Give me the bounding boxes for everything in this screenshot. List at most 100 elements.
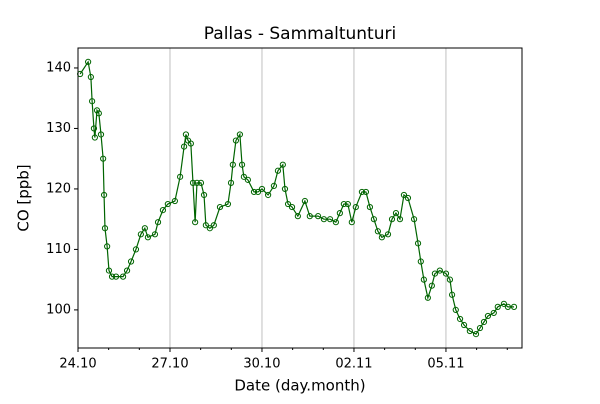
data-point (358, 188, 366, 196)
data-point (236, 131, 244, 138)
data-point (281, 185, 289, 193)
data-point (306, 213, 313, 220)
data-point (238, 161, 246, 168)
data-point (193, 179, 201, 186)
data-point (87, 73, 94, 81)
data-point (132, 246, 140, 253)
data-point (352, 203, 359, 211)
data-point (154, 219, 162, 226)
x-axis-label: Date (day.month) (234, 377, 365, 395)
data-point (171, 197, 178, 205)
data-point (192, 219, 199, 226)
data-point (336, 210, 343, 217)
chart-title: Pallas - Sammaltunturi (204, 24, 396, 44)
data-point (227, 179, 235, 186)
data-point (137, 231, 144, 238)
data-point (141, 225, 148, 232)
data-point (90, 125, 98, 132)
data-point (431, 270, 439, 277)
data-point (284, 200, 292, 208)
data-point (182, 131, 190, 138)
data-point (348, 219, 355, 226)
data-point (404, 194, 412, 202)
data-point (216, 203, 224, 211)
data-point (344, 200, 351, 208)
data-point (224, 200, 232, 208)
data-point (340, 200, 347, 208)
data-point (244, 176, 251, 183)
data-point (187, 140, 194, 147)
x-tick-label: 30.10 (243, 357, 280, 372)
data-point (240, 173, 247, 180)
data-point (279, 161, 286, 168)
data-point (436, 267, 443, 274)
data-point (164, 200, 171, 208)
data-point (250, 188, 258, 196)
data-point (366, 203, 374, 211)
plot-frame (77, 47, 523, 349)
data-point (202, 222, 209, 229)
data-point (374, 228, 381, 235)
data-point (254, 188, 262, 196)
data-point (448, 291, 456, 298)
data-point (85, 58, 92, 66)
data-point (91, 134, 98, 141)
data-point (370, 216, 377, 223)
data-point (119, 273, 127, 280)
x-tick-label: 24.10 (59, 357, 96, 372)
data-point (112, 273, 120, 280)
data-point (460, 321, 468, 329)
data-point (189, 179, 197, 186)
y-axis-label: CO [ppb] (15, 164, 33, 231)
data-point (424, 294, 431, 301)
data-point (494, 303, 501, 310)
data-point (384, 231, 392, 238)
data-point (108, 273, 116, 280)
data-point (332, 219, 339, 226)
data-point (104, 243, 111, 250)
data-point (388, 216, 396, 223)
data-point (320, 216, 328, 223)
data-point (210, 222, 217, 229)
x-tick-label: 27.10 (151, 357, 188, 372)
data-point (326, 216, 334, 223)
data-point (89, 98, 96, 105)
x-tick-label: 02.11 (335, 357, 372, 372)
data-point (442, 270, 450, 277)
data-point (270, 182, 278, 190)
data-point (265, 191, 272, 199)
x-tick-label: 05.11 (427, 357, 464, 372)
data-point (446, 276, 454, 283)
data-point (396, 216, 404, 223)
data-point (200, 191, 208, 199)
y-tick-label: 100 (46, 302, 71, 317)
y-tick-label: 120 (46, 181, 71, 196)
data-point (127, 258, 135, 265)
y-tick-label: 140 (46, 60, 71, 75)
data-point (414, 240, 422, 247)
data-point (258, 185, 266, 193)
data-point (159, 206, 167, 214)
data-point (180, 143, 188, 150)
data-point (410, 216, 418, 223)
data-point (95, 110, 102, 117)
data-point (510, 303, 518, 310)
data-point (232, 137, 240, 144)
data-point (123, 267, 131, 274)
y-tick-label: 130 (46, 121, 71, 136)
data-point (456, 315, 464, 323)
data-point (301, 197, 309, 205)
data-point (206, 225, 213, 232)
data-point (484, 312, 492, 320)
data-point (490, 309, 497, 317)
data-point (100, 191, 108, 199)
data-point (151, 231, 159, 238)
data-point (400, 191, 408, 199)
data-point (97, 131, 105, 138)
data-point (177, 173, 184, 180)
data-point (420, 276, 427, 283)
data-point (229, 161, 236, 168)
data-point (428, 282, 435, 289)
